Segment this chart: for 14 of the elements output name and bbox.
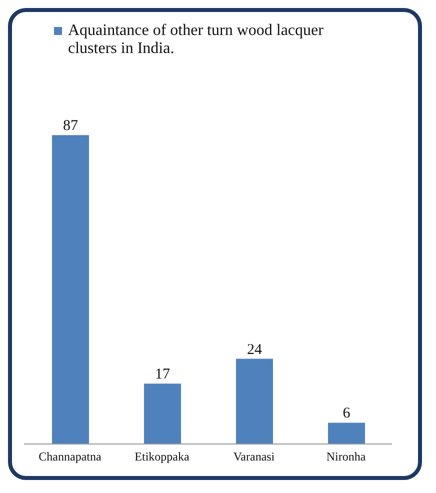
bar bbox=[236, 358, 273, 444]
x-tick-label: Nironha bbox=[326, 450, 366, 464]
data-label: 24 bbox=[247, 342, 262, 358]
bar bbox=[328, 422, 365, 444]
data-label: 17 bbox=[155, 366, 170, 383]
rounded-frame: Aquaintance of other turn wood lacquer clusters in India. Channapatna Etikoppaka Varanasi Nironha 87 17 24 6 bbox=[8, 8, 422, 480]
data-label: 87 bbox=[63, 118, 78, 134]
bar bbox=[144, 384, 181, 444]
data-label: 6 bbox=[342, 406, 351, 422]
bar bbox=[52, 135, 89, 444]
legend-label: Aquaintance of other turn wood lacquer clusters in India. bbox=[68, 22, 324, 58]
x-tick-label: Varanasi bbox=[233, 450, 276, 464]
x-tick-label: Etikoppaka bbox=[134, 450, 190, 464]
x-tick-label: Channapatna bbox=[38, 450, 102, 464]
